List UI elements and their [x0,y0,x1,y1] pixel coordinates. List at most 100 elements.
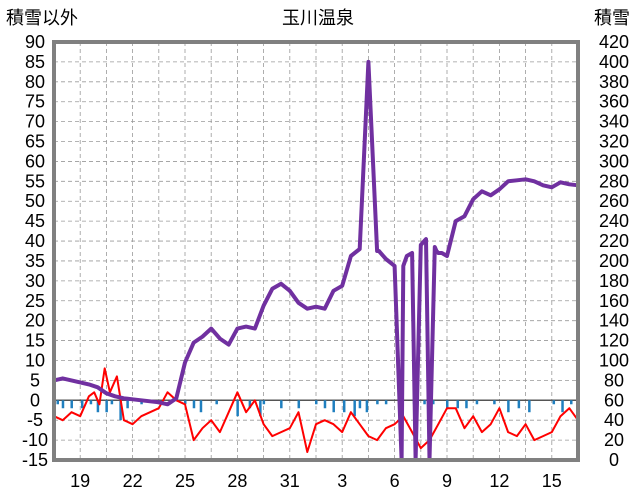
left-tick-label: 90 [25,32,45,52]
right-tick-label: 0 [609,450,619,470]
temperature-series [53,367,579,453]
precipitation-bar [493,400,496,405]
precipitation-bar [376,400,379,405]
x-tick-label: 25 [175,471,195,491]
right-tick-label: 380 [599,72,629,92]
precipitation-bar [365,400,369,413]
right-tick-label: 40 [604,410,624,430]
right-axis-ticks: 4204003803603403203002802602402202001801… [599,32,629,470]
left-tick-label: 25 [25,291,45,311]
precipitation-bar [199,400,203,413]
precipitation-bar [552,400,556,405]
right-tick-label: 260 [599,191,629,211]
left-tick-label: 75 [25,92,45,112]
x-tick-label: 3 [337,471,347,491]
right-tick-label: 60 [604,390,624,410]
left-tick-label: -10 [22,430,48,450]
precipitation-bar [517,400,521,409]
precipitation-bar [323,400,327,409]
right-tick-label: 100 [599,350,629,370]
right-tick-label: 300 [599,151,629,171]
precipitation-bar [384,400,388,405]
left-tick-label: 15 [25,331,45,351]
precipitation-bar [110,400,114,405]
right-tick-label: 160 [599,291,629,311]
left-axis-label: 積雪以外 [6,8,78,28]
right-tick-label: 240 [599,211,629,231]
left-tick-label: 20 [25,311,45,331]
right-tick-label: 360 [599,92,629,112]
plot-frame [52,40,580,462]
precipitation-bar [570,400,573,405]
precipitation-bar [353,400,356,417]
left-tick-label: -15 [22,450,48,470]
left-tick-label: 50 [25,191,45,211]
left-tick-label: 0 [30,390,40,410]
right-tick-label: 420 [599,32,629,52]
precipitation-bar [465,400,468,409]
right-tick-label: 320 [599,132,629,152]
x-tick-label: 6 [390,471,400,491]
chart-title: 玉川温泉 [282,8,354,28]
precipitation-bar [262,400,266,405]
left-axis-ticks: 908580757065605550454035302520151050-5-1… [22,32,48,470]
left-tick-label: 55 [25,171,45,191]
x-tick-label: 31 [280,471,300,491]
precipitation-bar [528,400,531,413]
right-tick-label: 180 [599,271,629,291]
left-tick-label: 60 [25,151,45,171]
precipitation-bar [297,400,301,409]
precipitation-bar [61,400,65,409]
precipitation-bar [456,400,459,409]
left-tick-label: 70 [25,112,45,132]
precipitation-bar [358,400,362,409]
right-tick-label: 140 [599,311,629,331]
left-tick-label: 10 [25,350,45,370]
left-tick-label: 45 [25,211,45,231]
x-axis-ticks: 19 22 25 28 31 3 6 9 12 15 [70,471,562,491]
precipitation-bar [561,400,564,413]
right-tick-label: 200 [599,251,629,271]
precipitation-bar [119,400,122,421]
x-tick-label: 22 [123,471,143,491]
left-tick-label: 40 [25,231,45,251]
precipitation-bar [423,400,426,405]
precipitation-bar [248,400,252,409]
temperature-line [53,367,579,453]
snow-depth-series [52,59,580,462]
precipitation-bar [184,400,187,405]
precipitation-bar [56,400,59,405]
x-tick-label: 9 [442,471,452,491]
precipitation-bar [332,400,335,413]
precipitation-bar [105,400,108,413]
left-tick-label: 65 [25,132,45,152]
left-tick-label: 5 [30,370,40,390]
x-tick-label: 28 [227,471,247,491]
x-tick-label: 15 [542,471,562,491]
right-tick-label: 280 [599,171,629,191]
left-tick-label: 30 [25,271,45,291]
precipitation-bar [475,400,479,405]
right-axis-label: 積雪 [594,8,630,28]
precipitation-bar [236,400,239,417]
precipitation-bar [96,400,100,413]
right-tick-label: 80 [604,370,624,390]
precipitation-bar [215,400,218,405]
precipitation-bar [80,400,84,409]
precipitation-bar [432,400,435,405]
precipitation-bar [70,400,73,409]
precipitation-bar [259,400,262,417]
snow_depth-line [52,59,580,462]
left-tick-label: 35 [25,251,45,271]
left-tick-label: -5 [27,410,43,430]
grid [54,42,578,460]
right-tick-label: 220 [599,231,629,251]
right-tick-label: 400 [599,52,629,72]
x-tick-label: 12 [489,471,509,491]
precipitation-bar [315,400,318,405]
x-tick-label: 19 [70,471,90,491]
precipitation-bar [342,400,346,413]
right-tick-label: 340 [599,112,629,132]
left-tick-label: 80 [25,72,45,92]
